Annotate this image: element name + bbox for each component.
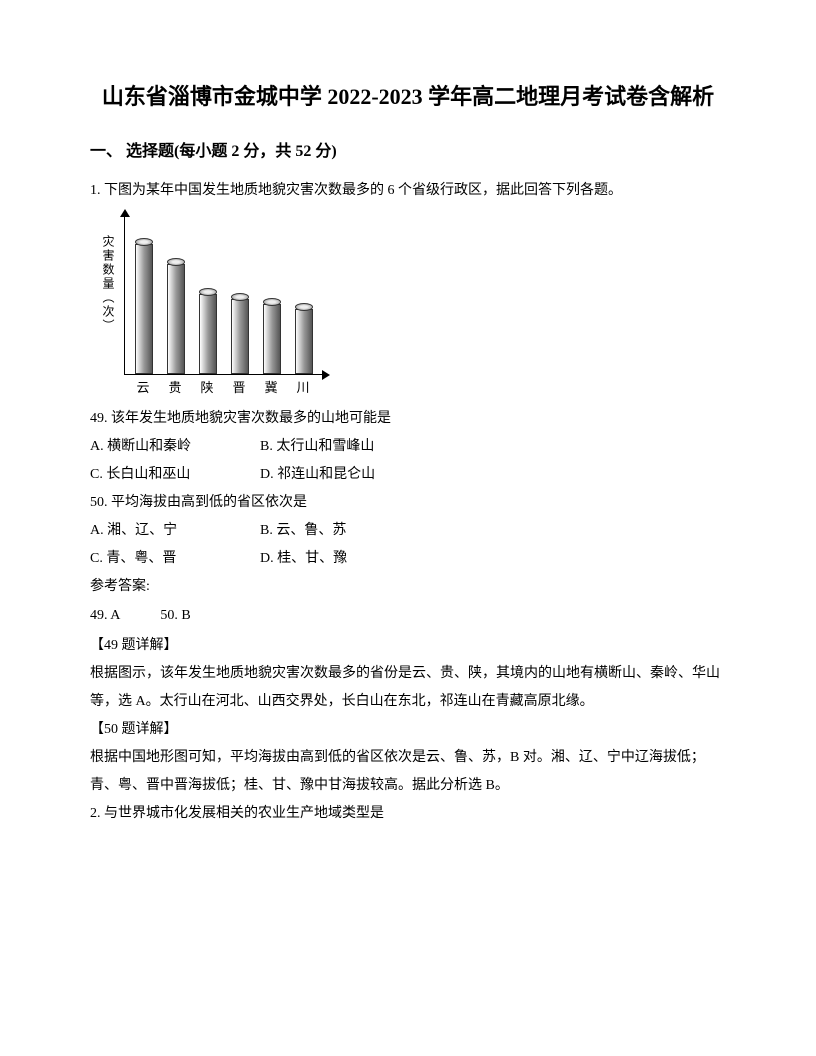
bar-贵	[167, 264, 185, 374]
bars-group	[135, 244, 313, 374]
exp50-header: 【50 题详解】	[90, 716, 726, 744]
q49-options-row2: C. 长白山和巫山 D. 祁连山和昆仑山	[90, 461, 726, 489]
answer-50: 50. B	[160, 608, 190, 623]
exp49-text: 根据图示，该年发生地质地貌灾害次数最多的省份是云、贵、陕，其境内的山地有横断山、…	[90, 660, 726, 716]
q50-option-c: C. 青、粤、晋	[90, 545, 260, 573]
x-label-川: 川	[294, 377, 312, 396]
x-labels: 云贵陕晋冀川	[134, 377, 312, 396]
exp50-text: 根据中国地形图可知，平均海拔由高到低的省区依次是云、鲁、苏，B 对。湘、辽、宁中…	[90, 744, 726, 800]
x-label-云: 云	[134, 377, 152, 396]
q2-text: 2. 与世界城市化发展相关的农业生产地域类型是	[90, 800, 726, 828]
y-axis-label: 灾害数量（次）	[100, 235, 117, 333]
q49-option-b: B. 太行山和雪峰山	[260, 433, 430, 461]
q50-option-a: A. 湘、辽、宁	[90, 517, 260, 545]
disaster-chart: 灾害数量（次） 云贵陕晋冀川	[100, 215, 330, 395]
bar-云	[135, 244, 153, 374]
q49-option-c: C. 长白山和巫山	[90, 461, 260, 489]
bar-川	[295, 309, 313, 374]
section-header: 一、 选择题(每小题 2 分，共 52 分)	[90, 137, 726, 161]
q49-option-d: D. 祁连山和昆仑山	[260, 461, 430, 489]
x-label-冀: 冀	[262, 377, 280, 396]
chart-area	[124, 215, 324, 375]
answer-label: 参考答案:	[90, 573, 726, 601]
exp49-header: 【49 题详解】	[90, 632, 726, 660]
bar-晋	[231, 299, 249, 374]
x-label-陕: 陕	[198, 377, 216, 396]
q50-option-d: D. 桂、甘、豫	[260, 545, 430, 573]
q50-option-b: B. 云、鲁、苏	[260, 517, 430, 545]
q50-options-row1: A. 湘、辽、宁 B. 云、鲁、苏	[90, 517, 726, 545]
q49-option-a: A. 横断山和秦岭	[90, 433, 260, 461]
answer-line: 49. A 50. B	[90, 601, 726, 632]
q49-options-row1: A. 横断山和秦岭 B. 太行山和雪峰山	[90, 433, 726, 461]
page-title: 山东省淄博市金城中学 2022-2023 学年高二地理月考试卷含解析	[90, 80, 726, 113]
q1-intro: 1. 下图为某年中国发生地质地貌灾害次数最多的 6 个省级行政区，据此回答下列各…	[90, 177, 726, 205]
q50-text: 50. 平均海拔由高到低的省区依次是	[90, 489, 726, 517]
arrow-right-icon	[322, 370, 330, 380]
q50-options-row2: C. 青、粤、晋 D. 桂、甘、豫	[90, 545, 726, 573]
bar-陕	[199, 294, 217, 374]
answer-49: 49. A	[90, 608, 120, 623]
q49-text: 49. 该年发生地质地貌灾害次数最多的山地可能是	[90, 405, 726, 433]
x-label-晋: 晋	[230, 377, 248, 396]
bar-冀	[263, 304, 281, 374]
x-label-贵: 贵	[166, 377, 184, 396]
